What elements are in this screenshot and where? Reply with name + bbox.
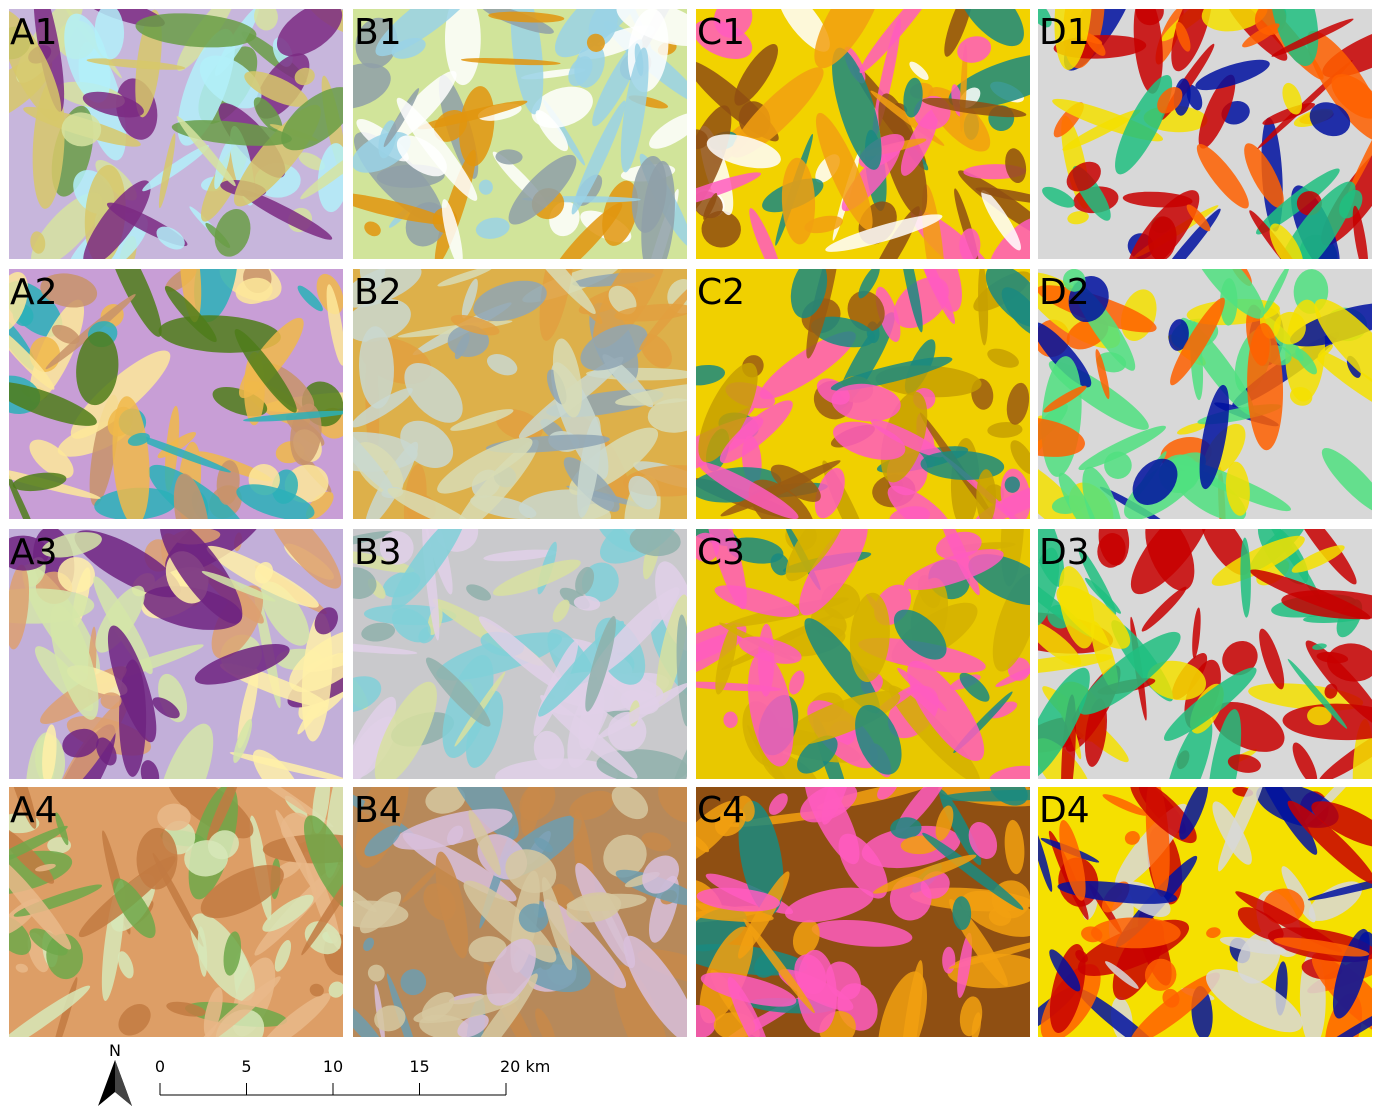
panel-label: A1: [10, 12, 58, 53]
panel-label: B3: [354, 532, 402, 573]
map-panel: C4: [660, 751, 1068, 1090]
map-region: [976, 469, 996, 524]
map-panel: C3: [639, 474, 1059, 828]
map-panel: B4: [330, 733, 728, 1091]
map-panel: B3: [295, 478, 723, 816]
panel-label: A3: [10, 532, 58, 573]
map-panel: B1: [315, 0, 712, 312]
panel-label: C2: [697, 272, 745, 313]
scale-bar: 0 5 10 15 20 km: [155, 1057, 550, 1095]
map-panel: A4: [0, 745, 377, 1067]
scale-tick-label: 5: [241, 1057, 251, 1076]
panel-label: D3: [1039, 532, 1090, 573]
map-panel: D1: [1023, 0, 1378, 299]
map-region: [1091, 917, 1181, 948]
panel-label: C4: [697, 790, 745, 831]
panel-label: D2: [1039, 272, 1090, 313]
panel-label: D1: [1039, 12, 1090, 53]
map-panel: A3: [0, 485, 397, 840]
panel-label: A4: [10, 790, 58, 831]
scale-tick-label: 15: [409, 1057, 429, 1076]
map-panel: C2: [644, 223, 1061, 569]
panel-label: B4: [354, 790, 402, 831]
scale-tick-label: 20 km: [500, 1057, 550, 1076]
map-panel: D2: [990, 226, 1378, 558]
map-panel: D4: [1013, 753, 1378, 1069]
north-arrow: N: [98, 1041, 132, 1106]
panel-label: B1: [354, 12, 402, 53]
scale-tick-label: 0: [155, 1057, 165, 1076]
figure: A1 B1 C1 D1 A2 B2 C2 D2 A3 B3 C3 D3 A4 B4 C4 D4 N 0 5 10 1…: [0, 0, 1378, 1108]
panel-label: B2: [354, 272, 402, 313]
map-panel: B2: [309, 217, 745, 552]
north-label: N: [109, 1041, 121, 1060]
panel-label: C1: [697, 12, 745, 53]
map-panel: A2: [0, 218, 386, 563]
scale-tick-label: 10: [323, 1057, 343, 1076]
map-panel: A1: [0, 0, 377, 295]
map-panel: D3: [984, 489, 1378, 833]
panel-label: D4: [1039, 790, 1090, 831]
map-panel: C1: [653, 0, 1077, 304]
arrow-shade: [115, 1060, 132, 1106]
panel-grid: A1 B1 C1 D1 A2 B2 C2 D2 A3 B3 C3 D3 A4 B4 C4 D4: [0, 0, 1378, 1091]
panel-label: C3: [697, 532, 745, 573]
panel-label: A2: [10, 272, 58, 313]
